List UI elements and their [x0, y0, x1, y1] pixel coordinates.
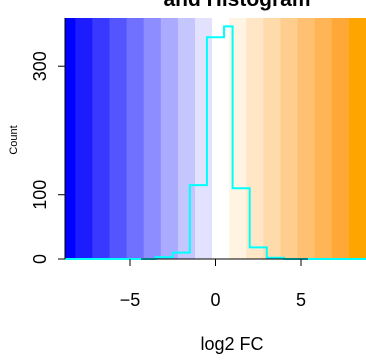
y-axis-label: Count: [8, 125, 20, 154]
y-axis-ticks: 0 100 300: [30, 51, 65, 264]
x-tick-label: 0: [210, 290, 220, 310]
histogram-series: [65, 25, 366, 260]
gradient-band-2: [92, 18, 110, 259]
x-axis-label: log2 FC: [200, 334, 263, 354]
gradient-band-1: [75, 18, 93, 259]
gradient-band-12: [263, 18, 281, 259]
gradient-band-0: [65, 18, 76, 259]
x-tick-label: 5: [296, 290, 306, 310]
gradient-band-17: [348, 18, 366, 259]
x-axis-ticks: −5 0 5: [120, 259, 306, 310]
gradient-band-14: [297, 18, 316, 259]
gradient-band-4: [126, 18, 145, 259]
histogram-outline: [65, 25, 366, 260]
gradient-band-6: [160, 18, 179, 259]
gradient-band-3: [109, 18, 128, 259]
y-tick-label: 300: [30, 51, 50, 81]
gradient-band-13: [280, 18, 299, 259]
gradient-band-9: [212, 18, 230, 259]
gradient-band-16: [331, 18, 350, 259]
chart-title: and Histogram: [163, 0, 310, 11]
gradient-band-8: [194, 18, 213, 259]
background-gradient-bands: [65, 18, 366, 259]
y-tick-label: 0: [30, 254, 50, 264]
x-tick-label: −5: [120, 290, 141, 310]
gradient-band-5: [143, 18, 162, 259]
y-tick-label: 100: [30, 180, 50, 210]
gradient-band-7: [177, 18, 196, 259]
gradient-band-15: [314, 18, 333, 259]
